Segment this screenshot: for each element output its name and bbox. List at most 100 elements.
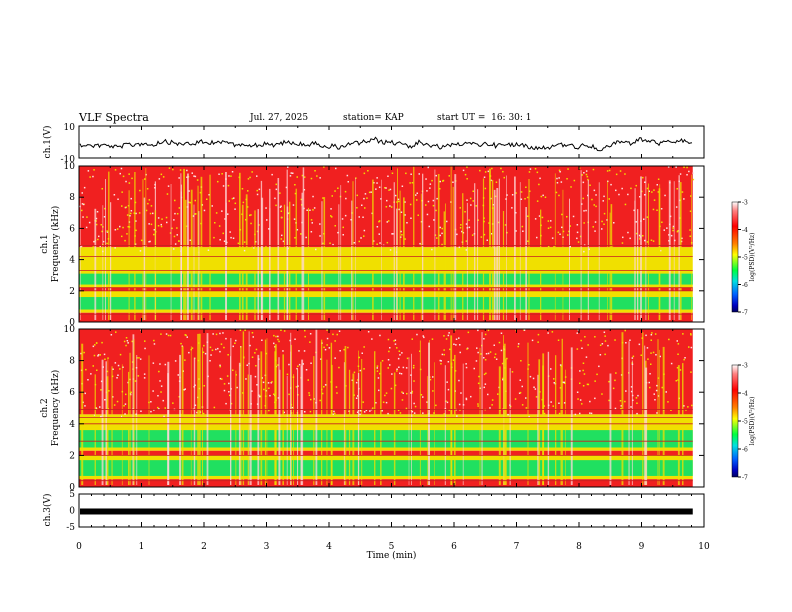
ch1-spectrogram-speckle — [433, 219, 435, 221]
ch2-spectrogram-streak — [361, 359, 363, 485]
ch2-spectrogram-speckle — [211, 349, 214, 351]
ch1-spectrogram-speckle — [347, 181, 349, 183]
ch2-spectrogram-speckle — [159, 380, 161, 382]
ch1-spectrogram-speckle — [426, 213, 429, 216]
ch2-spectrogram-speckle — [670, 409, 672, 411]
ch1-spectrogram-speckle — [165, 216, 168, 219]
ch2-spectrogram-speckle — [84, 392, 86, 395]
ch1-spectrogram-speckle — [334, 225, 336, 227]
ch2-spectrogram-speckle — [308, 392, 310, 394]
ch1-spectrogram-speckle — [432, 204, 435, 207]
ch1-spectrogram-speckle — [376, 182, 378, 184]
ch2-spectrogram-speckle — [226, 375, 229, 377]
ch1-spectrogram-speckle — [246, 206, 249, 208]
ch2-spectrogram-colorbar-tick-label: -3 — [742, 363, 748, 370]
ch2-spectrogram-streak — [662, 346, 665, 485]
ch2-spectrogram-speckle — [574, 413, 577, 416]
ch1-spectrogram-speckle — [218, 173, 220, 175]
ch1-spectrogram-streak — [105, 179, 106, 320]
ch2-spectrogram-band — [79, 460, 693, 476]
ch1-spectrogram-speckle — [466, 166, 468, 168]
ch1-spectrogram-streak — [525, 207, 527, 320]
ch1-spectrogram-speckle — [127, 205, 130, 207]
ch2-spectrogram-speckle — [653, 393, 655, 395]
ch2-spectrogram-speckle — [215, 333, 218, 336]
ch1-spectrogram-streak — [587, 180, 589, 320]
ch1-spectrogram-speckle — [121, 205, 123, 207]
ch2-spectrogram-speckle — [638, 343, 641, 346]
ch2-spectrogram-speckle — [520, 360, 522, 362]
ch2-spectrogram-speckle — [599, 354, 602, 356]
ch2-spectrogram-speckle — [614, 407, 617, 410]
ch1-spectrogram-speckle — [582, 181, 585, 184]
ch1-spectrogram-band — [79, 312, 693, 322]
ch2-spectrogram-speckle — [116, 400, 119, 403]
ch1-spectrogram-speckle — [211, 205, 213, 207]
ch2-spectrogram-speckle — [458, 403, 461, 406]
ch1-spectrogram-speckle — [660, 208, 663, 210]
ch1-spectrogram-speckle — [191, 172, 193, 174]
ch1-spectrogram-speckle — [421, 246, 423, 249]
ch2-spectrogram-speckle — [656, 412, 658, 414]
ch1-spectrogram-speckle — [398, 208, 400, 211]
ch1-spectrogram-speckle — [215, 212, 218, 214]
ch1-spectrogram-speckle — [370, 191, 372, 193]
ch2-spectrogram-speckle — [87, 379, 89, 381]
ch1-spectrogram-streak — [498, 178, 500, 320]
ch1-spectrogram-colorbar-tick-label: -6 — [742, 282, 748, 289]
ch1-spectrogram-streak — [506, 175, 507, 320]
ch2-spectrogram-speckle — [582, 385, 585, 387]
ch2-spectrogram-speckle — [521, 404, 524, 406]
ch1-spectrogram-speckle — [642, 176, 644, 179]
ch2-spectrogram-speckle — [363, 411, 366, 413]
ch1-spectrogram-speckle — [173, 219, 175, 221]
ch1-spectrogram-speckle — [256, 193, 259, 196]
ch2-spectrogram-speckle — [234, 342, 236, 344]
ch1-spectrogram-speckle — [425, 204, 427, 206]
ch1-spectrogram-speckle — [621, 187, 623, 190]
ch1-spectrogram-streak — [110, 202, 112, 320]
ch1-spectrogram-speckle — [639, 238, 641, 240]
ch2-spectrogram-speckle — [582, 369, 584, 372]
ch2-spectrogram-speckle — [670, 362, 673, 365]
ch1-spectrogram-speckle — [635, 232, 638, 235]
ch2-spectrogram-speckle — [650, 352, 652, 354]
ch2-spectrogram-speckle — [448, 409, 450, 411]
ch1-spectrogram-speckle — [368, 191, 371, 194]
ch1-spectrogram-speckle — [540, 195, 543, 198]
ch2-spectrogram-speckle — [302, 363, 304, 365]
ch1-spectrogram-streak — [283, 204, 286, 320]
ch2-spectrogram-speckle — [158, 408, 160, 410]
ch2-spectrogram-speckle — [432, 390, 434, 392]
ch1-spectrogram-speckle — [549, 226, 552, 229]
ch2-spectrogram-streak — [81, 343, 84, 485]
ch2-spectrogram-speckle — [309, 333, 312, 335]
ch2-spectrogram-speckle — [583, 415, 585, 418]
ch2-spectrogram-streak — [206, 333, 209, 485]
ch1-spectrogram-streak — [142, 179, 144, 320]
ch2-spectrogram-speckle — [614, 379, 616, 382]
ch1-spectrogram-speckle — [251, 171, 253, 173]
ch1-spectrogram-speckle — [470, 204, 472, 206]
ch2-spectrogram-speckle — [635, 397, 638, 399]
ch2-spectrogram-speckle — [579, 399, 582, 401]
ch1-spectrogram-streak — [302, 167, 305, 320]
ch2-spectrogram-speckle — [129, 393, 132, 396]
ch1-spectrogram-speckle — [652, 240, 655, 242]
ch1-spectrogram-streak — [399, 190, 401, 320]
ch1-spectrogram-speckle — [330, 215, 332, 217]
ch2-spectrogram-speckle — [580, 339, 582, 342]
ch2-spectrogram-speckle — [336, 392, 338, 394]
ch2-spectrogram-speckle — [485, 372, 487, 375]
ch1-spectrogram-streak — [102, 205, 104, 320]
ch1-spectrogram-speckle — [181, 251, 184, 253]
ch1-spectrogram-speckle — [642, 235, 644, 237]
ch2-spectrogram-speckle — [334, 357, 336, 359]
ch1-spectrogram-speckle — [387, 175, 389, 177]
ch2-spectrogram-speckle — [528, 415, 530, 418]
ch1-spectrogram-speckle — [194, 175, 197, 178]
ch2-spectrogram-speckle — [439, 359, 441, 362]
ch1-spectrogram-streak — [474, 183, 476, 320]
ch1-spectrogram-streak — [450, 166, 452, 320]
ch1-spectrogram-speckle — [363, 197, 365, 200]
